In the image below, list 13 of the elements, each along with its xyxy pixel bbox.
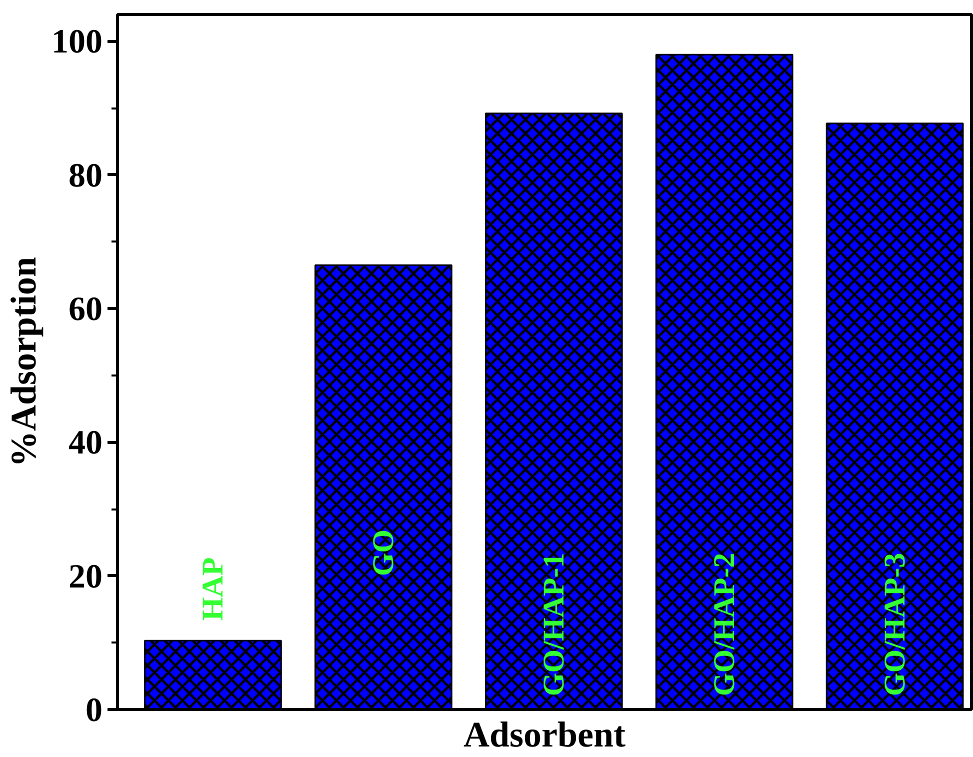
x-tick-label: GO/HAP-3 bbox=[878, 552, 912, 696]
y-tick-label: 0 bbox=[86, 692, 102, 729]
y-tick-label: 40 bbox=[68, 424, 102, 462]
y-tick-label: 20 bbox=[68, 558, 102, 596]
x-axis-title: Adsorbent bbox=[463, 714, 626, 754]
y-axis-title: %Adsorption bbox=[4, 256, 44, 468]
y-tick-label: 80 bbox=[68, 157, 102, 194]
x-tick-label: GO bbox=[366, 530, 400, 576]
y-tick-label: 60 bbox=[68, 291, 102, 328]
x-tick-label: GO/HAP-1 bbox=[537, 552, 570, 696]
x-tick-label: HAP bbox=[196, 557, 230, 621]
x-tick-label: GO/HAP-2 bbox=[708, 552, 741, 696]
y-tick-label: 100 bbox=[52, 24, 102, 61]
